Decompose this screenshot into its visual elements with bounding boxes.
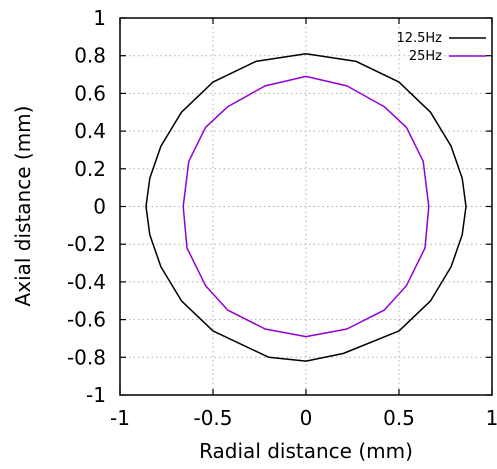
series-layer: [145, 53, 467, 362]
y-tick-label: -0.4: [67, 270, 106, 294]
x-tick-label: 0.5: [383, 406, 415, 430]
tick-labels: -1 -0.5 0 0.5 1 1 0.8 0.6 0.4 0.2 0 -0.2 -0.4 -0.6 -0.…: [67, 6, 497, 430]
y-tick-label: -0.8: [67, 345, 106, 369]
legend: 12.5Hz 25Hz: [396, 31, 486, 64]
y-tick-label: 1: [93, 6, 106, 30]
y-tick-label: -0.2: [67, 232, 106, 256]
y-tick-label: 0.2: [74, 157, 106, 181]
y-tick-label: 0.8: [74, 44, 106, 68]
y-tick-label: -0.6: [67, 308, 106, 332]
grid: [120, 18, 492, 395]
x-tick-label: -0.5: [193, 406, 232, 430]
ticks: [119, 17, 493, 396]
y-axis-label: Axial distance (mm): [11, 106, 35, 307]
legend-label: 12.5Hz: [396, 31, 442, 46]
y-tick-label: 0.4: [74, 119, 106, 143]
series-line-25hz: [182, 75, 430, 338]
x-tick-label: 1: [486, 406, 497, 430]
y-tick-label: -1: [86, 383, 106, 407]
series-line-12-5hz: [145, 53, 467, 362]
legend-label: 25Hz: [409, 49, 442, 64]
y-tick-label: 0.6: [74, 81, 106, 105]
x-tick-label: 0: [300, 406, 313, 430]
x-tick-label: -1: [110, 406, 130, 430]
x-axis-label: Radial distance (mm): [199, 439, 413, 463]
y-tick-label: 0: [93, 195, 106, 219]
